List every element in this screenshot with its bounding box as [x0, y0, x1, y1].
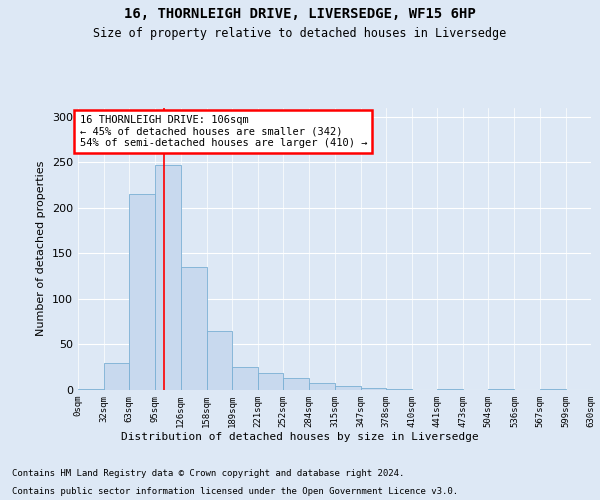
Text: 16 THORNLEIGH DRIVE: 106sqm
← 45% of detached houses are smaller (342)
54% of se: 16 THORNLEIGH DRIVE: 106sqm ← 45% of det… [80, 115, 367, 148]
Text: Contains HM Land Registry data © Crown copyright and database right 2024.: Contains HM Land Registry data © Crown c… [12, 469, 404, 478]
Bar [540, 389, 566, 390]
Text: 16, THORNLEIGH DRIVE, LIVERSEDGE, WF15 6HP: 16, THORNLEIGH DRIVE, LIVERSEDGE, WF15 6… [124, 8, 476, 22]
Bar [155, 165, 181, 390]
Bar [206, 331, 232, 390]
Bar [258, 372, 283, 390]
Bar [437, 389, 463, 390]
Text: Distribution of detached houses by size in Liversedge: Distribution of detached houses by size … [121, 432, 479, 442]
Bar [130, 194, 155, 390]
Bar [488, 389, 514, 390]
Bar [104, 362, 130, 390]
Bar [335, 386, 361, 390]
Bar [181, 267, 206, 390]
Text: Size of property relative to detached houses in Liversedge: Size of property relative to detached ho… [94, 28, 506, 40]
Bar [283, 378, 309, 390]
Bar [361, 388, 386, 390]
Text: Contains public sector information licensed under the Open Government Licence v3: Contains public sector information licen… [12, 488, 458, 496]
Y-axis label: Number of detached properties: Number of detached properties [37, 161, 46, 336]
Bar [232, 367, 258, 390]
Bar [78, 389, 104, 390]
Bar [386, 389, 412, 390]
Bar [309, 382, 335, 390]
